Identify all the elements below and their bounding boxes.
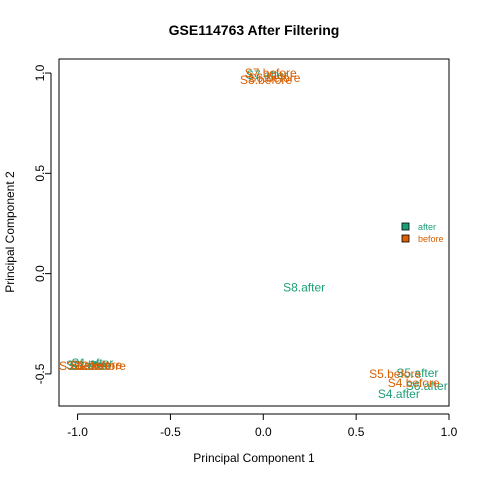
legend: after before xyxy=(401,222,444,244)
x-tick-label: 1.0 xyxy=(441,425,458,439)
point-label-S7-before: S7.before xyxy=(245,66,297,80)
point-label-S2-after: S2.after xyxy=(66,358,108,372)
point-label-S4-after: S4.after xyxy=(378,387,420,401)
legend-label-after: after xyxy=(418,222,436,232)
point-label-S3-before: S3.before xyxy=(59,359,111,373)
legend-label-before: before xyxy=(418,234,444,244)
x-tick-label: -1.0 xyxy=(67,425,88,439)
point-label-S3-after: S3.after xyxy=(70,359,112,373)
y-tick-label: 0.5 xyxy=(33,165,47,182)
point-label-S5-before: S5.before xyxy=(369,367,421,381)
point-label-S8-after: S8.after xyxy=(283,281,325,295)
point-label-S8-before: S8.before xyxy=(240,73,292,87)
chart-title: GSE114763 After Filtering xyxy=(169,22,340,38)
point-label-S7-after: S7.after xyxy=(246,68,288,82)
y-tick-label: 1.0 xyxy=(33,64,47,81)
plot-frame xyxy=(58,58,450,407)
y-tick-label: 0.0 xyxy=(33,265,47,282)
y-axis: -0.5 0.0 0.5 1.0 xyxy=(33,64,52,384)
point-label-S1-before: S1.before xyxy=(70,358,122,372)
y-axis-label: Principal Component 2 xyxy=(3,171,17,293)
y-tick-label: -0.5 xyxy=(33,363,47,384)
x-tick-label: 0.5 xyxy=(348,425,365,439)
point-label-S5-after: S5.after xyxy=(396,366,438,380)
x-axis-label: Principal Component 1 xyxy=(193,451,315,465)
legend-swatch-before xyxy=(401,234,410,243)
point-label-S2-before: S2.before xyxy=(74,359,126,373)
x-axis: -1.0 -0.5 0.0 0.5 1.0 xyxy=(67,413,458,439)
legend-swatch-after xyxy=(401,222,410,231)
x-tick-label: 0.0 xyxy=(255,425,272,439)
point-label-S1-after: S1.after xyxy=(71,356,113,370)
point-label-S4-before: S4.before xyxy=(388,376,440,390)
x-tick-label: -0.5 xyxy=(160,425,181,439)
point-label-S6-after: S6.after xyxy=(406,379,448,393)
point-label-S6-before: S6.before xyxy=(248,71,300,85)
